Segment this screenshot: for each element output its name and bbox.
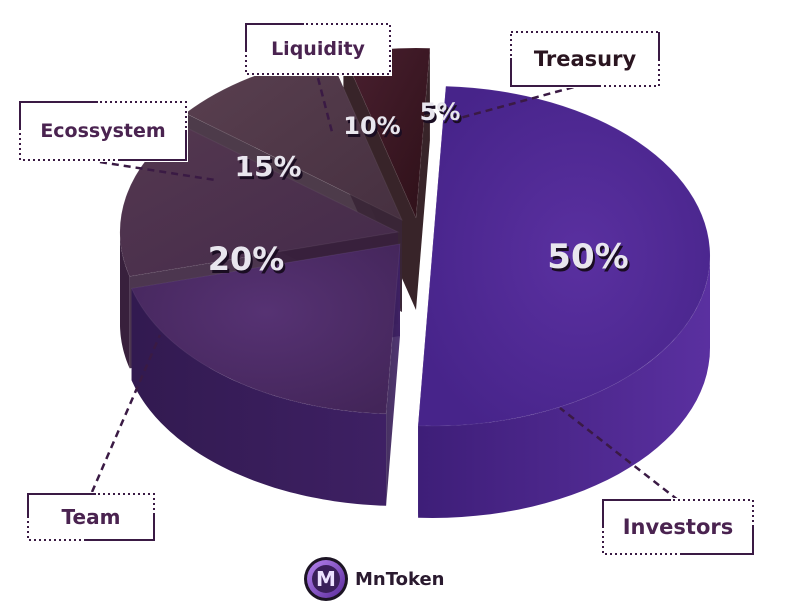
leader-line-investors [559,407,679,501]
slice-pct-shadow: 50% [549,240,630,280]
callout-treasury: Treasury [509,30,661,88]
slice-side-ecossystem [120,228,130,369]
slice-investors [417,85,711,427]
leader-line-treasury [459,82,586,120]
slice-pct-shadow: 15% [236,153,303,186]
slice-cut-team [386,244,400,506]
callout-liquidity: Liquidity [244,22,392,76]
callout-investors: Investors [601,498,755,556]
slice-pct-treasury: 5% [420,98,461,126]
callout-team: Team [26,492,156,542]
slice-pct-shadow: 10% [345,115,402,143]
callout-ecossystem: Ecossystem [18,100,188,162]
slice-pct-shadow: 20% [210,243,287,281]
callout-ecossystem-text: Ecossystem [40,120,166,142]
callout-treasury-text: Treasury [533,47,637,71]
slice-pct-ecossystem: 15% [234,150,301,183]
slice-pct-shadow: 5% [422,101,463,129]
slice-pct-investors: 50% [547,237,628,277]
slice-side-investors [418,255,710,518]
leader-line-ecossystem [99,160,216,182]
brand-name: MnToken [355,568,445,590]
leader-line-liquidity [316,77,334,133]
slice-pct-liquidity: 10% [343,112,400,140]
slice-pct-team: 20% [208,240,285,278]
svg-text:M: M [316,567,336,591]
mntoken-logo-icon: M [304,557,348,601]
leader-lines [90,77,679,501]
slice-side-team [131,288,387,506]
slice-cut-treasury [416,48,430,310]
callout-liquidity-text: Liquidity [271,38,365,60]
callout-team-text: Team [61,505,121,529]
leader-line-team [90,334,162,493]
slice-team [130,243,401,415]
callout-investors-text: Investors [622,515,734,539]
brand: M MnToken [303,555,445,603]
